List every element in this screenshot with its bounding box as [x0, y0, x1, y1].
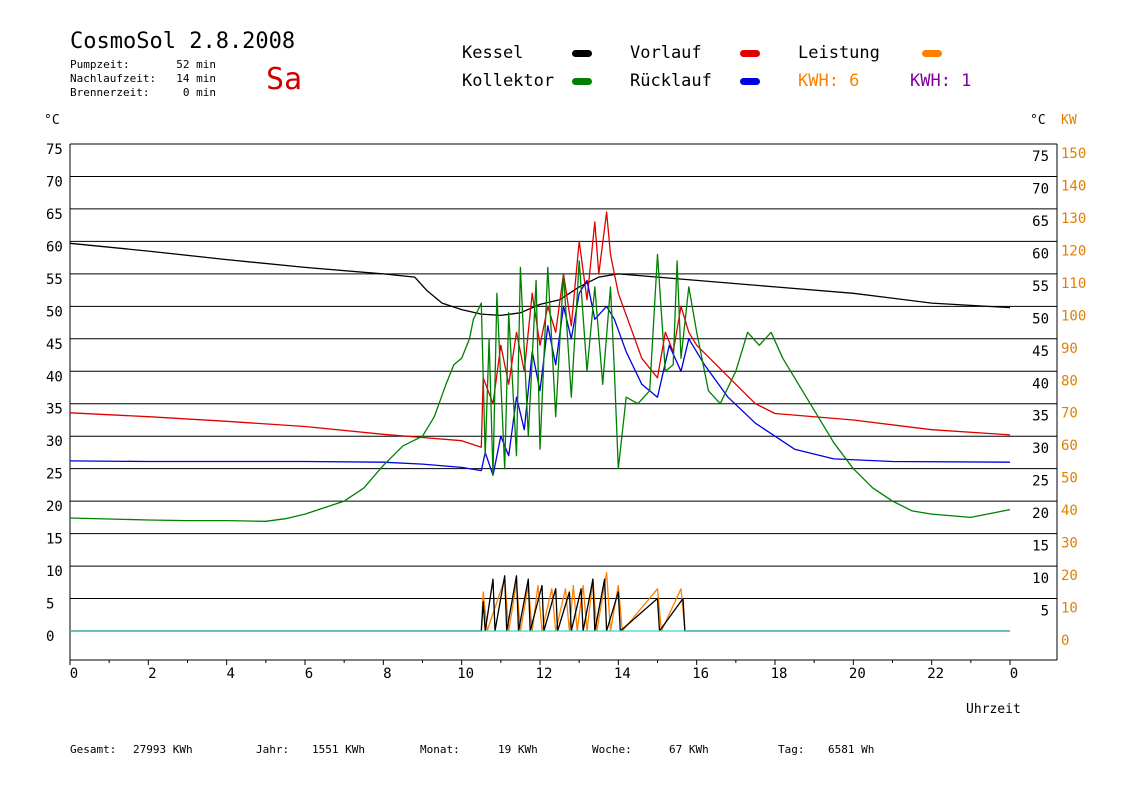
x-tick-label: 0 — [70, 666, 78, 682]
y-left-tick-label: 75 — [46, 142, 63, 158]
y-right-c-tick-label: 50 — [1032, 311, 1049, 327]
x-tick-label: 22 — [927, 666, 944, 682]
footer-woche-label: Woche: — [592, 743, 632, 756]
y-right-kw-unit: KW — [1061, 113, 1077, 128]
y-left-tick-label: 45 — [46, 337, 63, 353]
legend-leistung-swatch — [922, 50, 942, 57]
y-right-kw-tick-label: 10 — [1061, 601, 1078, 617]
x-tick-label: 18 — [771, 666, 788, 682]
y-right-c-tick-label: 60 — [1032, 246, 1049, 262]
series-kessel-line — [69, 242, 1011, 317]
legend-kessel-label: Kessel — [462, 43, 524, 63]
y-left-unit: °C — [44, 113, 60, 128]
y-right-c-unit: °C — [1030, 113, 1046, 128]
legend-kwh-orange: KWH: 6 — [798, 71, 860, 91]
y-right-kw-tick-label: 30 — [1061, 536, 1078, 552]
legend-kessel-swatch — [572, 50, 592, 57]
x-tick-label: 2 — [148, 666, 156, 682]
x-tick-label: 0 — [1010, 666, 1018, 682]
series-vorlauf-line — [69, 211, 1011, 448]
y-left-tick-label: 10 — [46, 564, 63, 580]
y-left-tick-label: 50 — [46, 304, 63, 320]
x-tick-label: 14 — [614, 666, 631, 682]
y-right-kw-tick-label: 0 — [1061, 633, 1069, 649]
y-left-tick-label: 65 — [46, 207, 63, 223]
y-left-tick-label: 30 — [46, 434, 63, 450]
y-right-c-tick-label: 65 — [1032, 214, 1049, 230]
y-right-c-tick-label: 20 — [1032, 506, 1049, 522]
x-tick-label: 10 — [457, 666, 474, 682]
legend-ruecklauf-swatch — [740, 78, 760, 85]
y-right-kw-tick-label: 50 — [1061, 471, 1078, 487]
y-right-c-tick-label: 45 — [1032, 344, 1049, 360]
y-left-tick-label: 60 — [46, 239, 63, 255]
y-left-tick-label: 0 — [46, 629, 54, 645]
legend-kwh-purple: KWH: 1 — [910, 71, 972, 91]
footer-monat-label: Monat: — [420, 743, 460, 756]
y-right-kw-tick-label: 150 — [1061, 146, 1086, 162]
y-right-kw-tick-label: 60 — [1061, 438, 1078, 454]
brennerzeit-label: Brennerzeit: — [70, 86, 150, 99]
y-left-tick-label: 5 — [46, 597, 54, 613]
y-right-c-tick-label: 40 — [1032, 376, 1049, 392]
y-right-c-tick-label: 25 — [1032, 474, 1049, 490]
y-right-c-tick-label: 15 — [1032, 539, 1049, 555]
footer-tag-label: Tag: — [778, 743, 805, 756]
nachlaufzeit-label: Nachlaufzeit: — [70, 72, 157, 85]
y-left-tick-label: 40 — [46, 369, 63, 385]
y-right-kw-tick-label: 110 — [1061, 276, 1086, 292]
x-tick-label: 4 — [226, 666, 234, 682]
footer-jahr-label: Jahr: — [256, 743, 290, 756]
y-right-c-tick-label: 75 — [1032, 149, 1049, 165]
chart-title: CosmoSol 2.8.2008 — [70, 29, 296, 54]
footer-gesamt-label: Gesamt: — [70, 743, 117, 756]
y-right-kw-tick-label: 130 — [1061, 211, 1086, 227]
x-tick-label: 12 — [536, 666, 553, 682]
series-kollektor-line — [69, 253, 1011, 522]
y-right-kw-tick-label: 40 — [1061, 503, 1078, 519]
y-left-tick-label: 55 — [46, 272, 63, 288]
y-right-kw-tick-label: 90 — [1061, 341, 1078, 357]
legend-vorlauf-label: Vorlauf — [630, 43, 702, 63]
y-right-c-tick-label: 55 — [1032, 279, 1049, 295]
x-tick-label: 16 — [692, 666, 709, 682]
y-left-tick-label: 70 — [46, 174, 63, 190]
y-left-tick-label: 15 — [46, 532, 63, 548]
y-right-c-tick-label: 10 — [1032, 571, 1049, 587]
y-right-c-tick-label: 5 — [1041, 604, 1049, 620]
x-tick-label: 6 — [305, 666, 313, 682]
pumpzeit-label: Pumpzeit: — [70, 58, 130, 71]
brennerzeit-value: 0 min — [182, 86, 216, 99]
footer-gesamt-value: 27993 KWh — [133, 743, 193, 756]
weekday-label: Sa — [266, 62, 303, 97]
footer-tag-value: 6581 Wh — [828, 743, 875, 756]
footer-woche-value: 67 KWh — [669, 743, 709, 756]
legend-leistung-label: Leistung — [798, 43, 880, 63]
y-left-tick-label: 25 — [46, 467, 63, 483]
y-right-kw-tick-label: 120 — [1061, 243, 1086, 259]
y-right-kw-tick-label: 20 — [1061, 568, 1078, 584]
y-right-c-tick-label: 70 — [1032, 181, 1049, 197]
y-right-c-tick-label: 35 — [1032, 409, 1049, 425]
x-tick-label: 8 — [383, 666, 391, 682]
legend-kollektor-label: Kollektor — [462, 71, 555, 91]
y-left-tick-label: 35 — [46, 402, 63, 418]
y-right-kw-tick-label: 100 — [1061, 308, 1086, 324]
series-leistung-line — [70, 571, 1010, 632]
nachlaufzeit-value: 14 min — [176, 72, 216, 85]
legend-ruecklauf-label: Rücklauf — [630, 71, 712, 91]
y-right-kw-tick-label: 140 — [1061, 178, 1086, 194]
footer-monat-value: 19 KWh — [498, 743, 538, 756]
y-right-c-tick-label: 30 — [1032, 441, 1049, 457]
y-left-tick-label: 20 — [46, 499, 63, 515]
y-right-kw-tick-label: 80 — [1061, 373, 1078, 389]
footer-jahr-value: 1551 KWh — [312, 743, 365, 756]
x-axis-label: Uhrzeit — [966, 702, 1021, 717]
x-tick-label: 20 — [849, 666, 866, 682]
y-right-kw-tick-label: 70 — [1061, 406, 1078, 422]
legend-vorlauf-swatch — [740, 50, 760, 57]
pumpzeit-value: 52 min — [176, 58, 216, 71]
legend-kollektor-swatch — [572, 78, 592, 85]
